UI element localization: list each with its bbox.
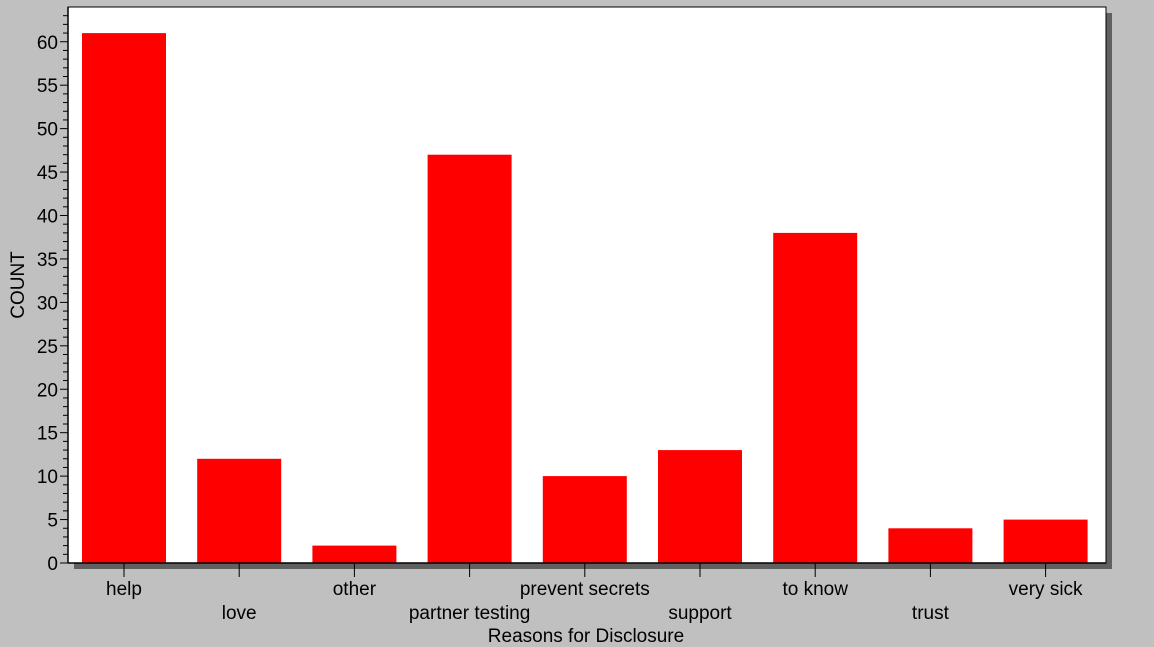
bar-trust	[888, 528, 973, 564]
y-tick-label: 35	[37, 250, 58, 271]
y-tick-label: 45	[37, 163, 58, 184]
y-tick-label: 15	[37, 424, 58, 445]
x-axis-tick-labels: help love other partner testing prevent secr…	[106, 563, 1083, 624]
y-tick-label: 60	[37, 33, 58, 54]
bar-very-sick	[1003, 519, 1088, 563]
x-tick-label: partner testing	[409, 603, 530, 624]
y-tick-label: 30	[37, 293, 58, 314]
y-axis-ticks: 0 5 10 15 20 25 30 35 40 45 50 55 60	[37, 15, 68, 575]
x-tick-label: prevent secrets	[520, 579, 650, 600]
y-tick-label: 5	[47, 511, 58, 532]
bar-support	[658, 450, 742, 563]
x-tick-label: to know	[782, 579, 848, 600]
x-tick-label: trust	[912, 603, 950, 624]
bar-love	[197, 458, 282, 564]
x-tick-label: other	[333, 579, 377, 600]
bar-help	[82, 33, 166, 564]
y-tick-label: 50	[37, 120, 58, 141]
y-tick-label: 25	[37, 337, 58, 358]
x-axis-title: Reasons for Disclosure	[488, 626, 684, 647]
bar-partner-testing	[427, 154, 512, 563]
y-tick-label: 0	[47, 554, 58, 575]
x-tick-label: very sick	[1009, 579, 1083, 600]
x-tick-label: love	[222, 603, 257, 624]
x-tick-label: support	[668, 603, 732, 624]
y-tick-label: 40	[37, 207, 58, 228]
bar-prevent-secrets	[542, 476, 627, 563]
y-axis-title: COUNT	[8, 251, 29, 319]
bar-to-know	[773, 232, 858, 563]
y-tick-label: 55	[37, 76, 58, 97]
y-tick-label: 10	[37, 467, 58, 488]
bars	[82, 33, 1088, 564]
x-tick-label: help	[106, 579, 142, 600]
bar-other	[312, 545, 397, 563]
y-tick-label: 20	[37, 380, 58, 401]
